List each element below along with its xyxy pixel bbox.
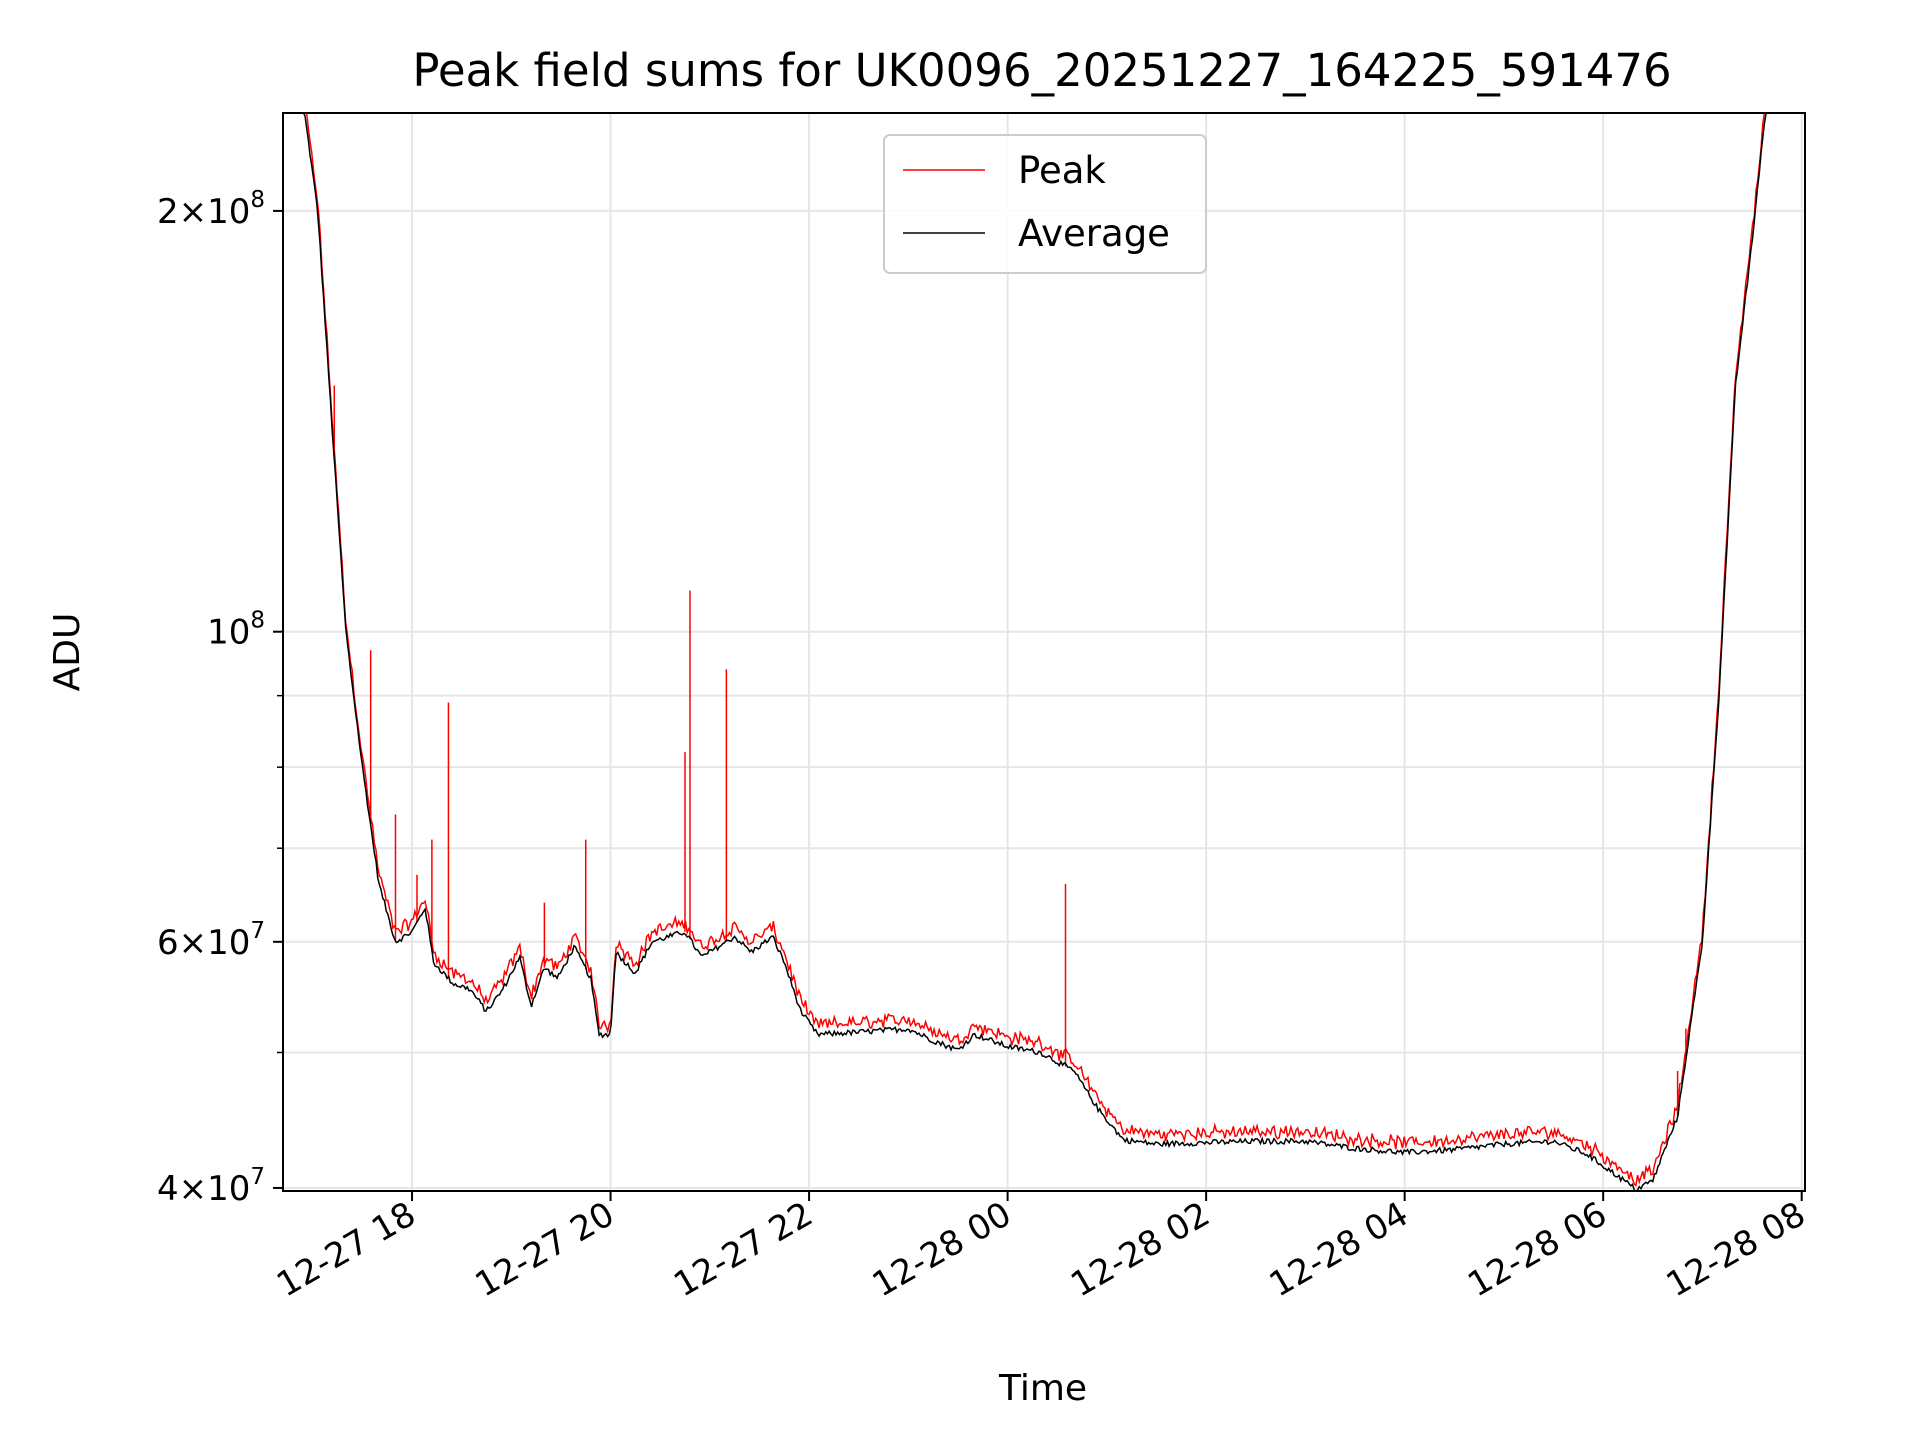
plot-frame (282, 112, 1806, 1192)
grid-lines (283, 113, 1805, 1191)
peak-line (283, 112, 1805, 1187)
series-average (283, 112, 1805, 1193)
y-tick-label: 4×107 (157, 1164, 265, 1209)
x-tick-label: 12-28 00 (866, 1194, 1018, 1305)
chart-title: Peak field sums for UK0096_20251227_1642… (412, 44, 1671, 97)
y-tick-label: 108 (207, 608, 265, 653)
x-axis-ticks: 12-27 18 12-27 20 12-27 22 12-28 00 12-28 02… (270, 1191, 1812, 1305)
y-tick-label: 2×108 (157, 187, 265, 232)
series-peak (283, 112, 1805, 1187)
x-tick-label: 12-28 06 (1461, 1194, 1613, 1305)
legend-label-peak: Peak (1018, 149, 1106, 192)
legend: Peak Average (883, 134, 1207, 274)
average-line (283, 112, 1805, 1193)
x-tick-label: 12-27 22 (667, 1194, 819, 1305)
x-tick-label: 12-28 02 (1064, 1194, 1216, 1305)
x-tick-label: 12-28 04 (1263, 1194, 1415, 1305)
x-tick-label: 12-27 18 (270, 1194, 422, 1305)
y-axis-ticks: 4×107 6×107 108 2×108 (157, 187, 283, 1209)
x-tick-label: 12-28 08 (1660, 1194, 1812, 1305)
x-tick-label: 12-27 20 (469, 1194, 621, 1305)
x-axis-label: Time (998, 1368, 1087, 1409)
y-tick-label: 6×107 (157, 918, 265, 963)
y-axis-label: ADU (47, 613, 88, 692)
legend-label-average: Average (1018, 212, 1170, 255)
